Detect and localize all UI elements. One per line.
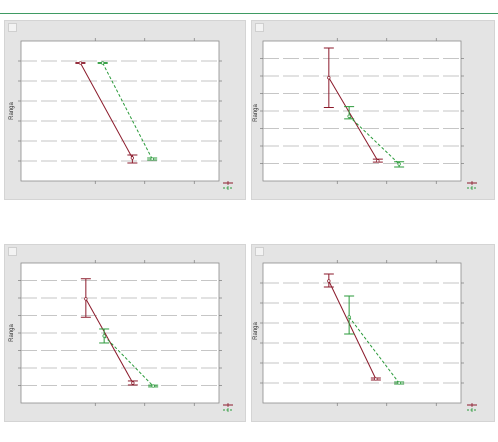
data-point bbox=[397, 162, 401, 166]
data-point bbox=[327, 76, 331, 80]
chart-3-svg: Ranga bbox=[9, 260, 233, 412]
data-point bbox=[101, 61, 105, 65]
data-point bbox=[347, 114, 351, 118]
data-point bbox=[327, 279, 331, 283]
data-point bbox=[376, 159, 380, 163]
y-axis-label: Ranga bbox=[9, 102, 15, 120]
chart-3-marks bbox=[18, 260, 233, 412]
chart-panel-2: Ranga bbox=[251, 20, 495, 200]
data-point bbox=[151, 384, 155, 388]
series-line bbox=[103, 335, 154, 387]
panel-corner-marker bbox=[255, 23, 264, 32]
data-point bbox=[130, 156, 135, 160]
series-line bbox=[79, 62, 133, 159]
data-point bbox=[78, 61, 83, 65]
plot-area bbox=[262, 262, 462, 404]
panel-corner-marker bbox=[255, 247, 264, 256]
data-point bbox=[347, 315, 351, 319]
data-point bbox=[131, 381, 135, 385]
series-line bbox=[102, 62, 153, 160]
panel-corner-marker bbox=[8, 247, 17, 256]
top-accent-line bbox=[0, 13, 498, 14]
data-point bbox=[397, 381, 401, 385]
y-axis-label: Ranga bbox=[253, 104, 259, 122]
chart-4-svg: Ranga bbox=[253, 260, 477, 412]
data-point bbox=[150, 157, 154, 161]
chart-1-marks bbox=[18, 38, 233, 190]
chart-2-svg: Ranga bbox=[253, 38, 477, 190]
chart-panel-3: Ranga bbox=[4, 244, 246, 422]
series-line bbox=[328, 280, 377, 380]
chart-panel-4: Ranga bbox=[251, 244, 495, 422]
chart-panel-1: Ranga bbox=[4, 20, 246, 200]
data-point bbox=[374, 377, 378, 381]
chart-1-svg: Ranga bbox=[9, 38, 233, 190]
chart-4-marks bbox=[260, 260, 477, 412]
chart-2-marks bbox=[260, 38, 477, 190]
series-line bbox=[348, 115, 400, 165]
data-point bbox=[102, 334, 106, 338]
panel-corner-marker bbox=[8, 23, 17, 32]
plot-area bbox=[20, 40, 220, 182]
y-axis-label: Ranga bbox=[253, 322, 259, 340]
series-line bbox=[348, 316, 400, 384]
data-point bbox=[84, 297, 88, 301]
y-axis-label: Ranga bbox=[9, 324, 15, 342]
